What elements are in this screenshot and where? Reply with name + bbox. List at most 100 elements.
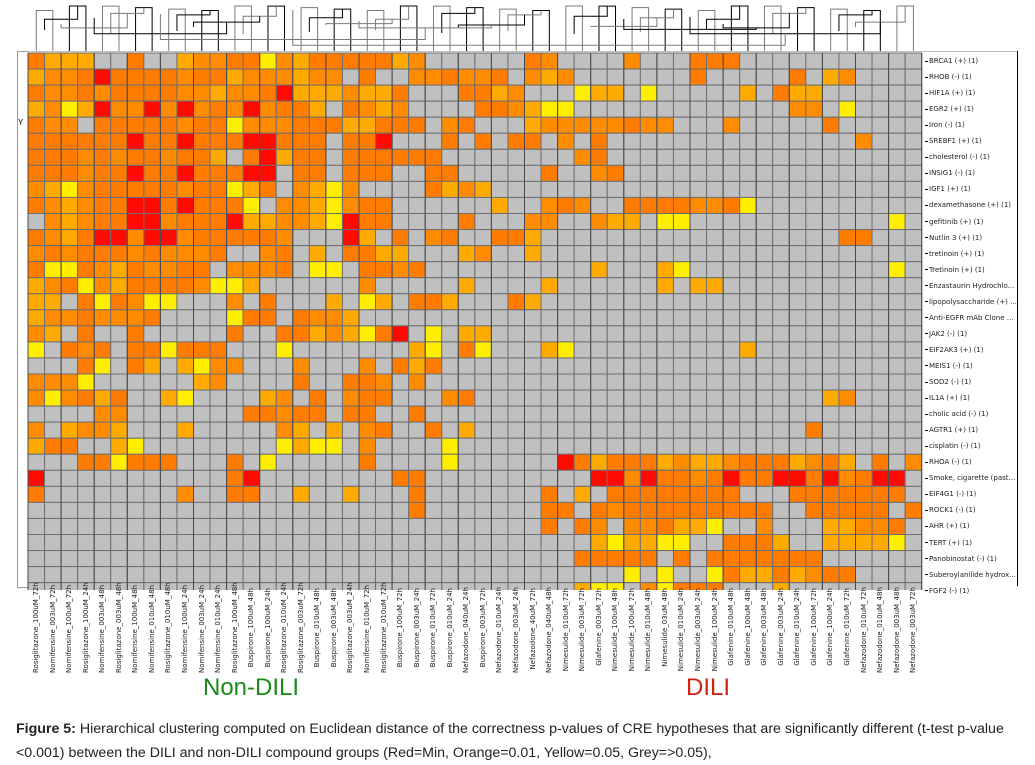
heatmap-cell [126, 148, 145, 166]
heatmap-cell [143, 148, 161, 166]
heatmap-cell [474, 116, 492, 134]
heatmap-cell [606, 132, 625, 150]
heatmap-cell [193, 566, 211, 584]
dendrogram-branch [830, 8, 848, 51]
heatmap-cell [176, 566, 194, 584]
heatmap-cell [408, 485, 426, 503]
heatmap-cell [60, 469, 79, 487]
heatmap-cell [143, 293, 161, 311]
heatmap-cell [341, 52, 360, 70]
heatmap-cell [44, 501, 62, 519]
heatmap-cell [656, 196, 674, 214]
dendrogram-branch [432, 5, 451, 51]
heatmap-cell [441, 245, 459, 263]
heatmap-cell [375, 582, 393, 590]
heatmap-cell [226, 453, 244, 471]
heatmap-cell [77, 534, 95, 552]
heatmap-cell [242, 245, 261, 263]
heatmap-cell [275, 566, 294, 584]
heatmap-cell [524, 405, 542, 423]
heatmap-cell [722, 196, 741, 214]
heatmap-cell [672, 389, 691, 407]
heatmap-cell [689, 517, 708, 536]
heatmap-cell [739, 164, 757, 182]
heatmap-cell [110, 566, 128, 584]
heatmap-cell [557, 534, 575, 552]
heatmap-cell [242, 534, 261, 552]
heatmap-cell [375, 164, 393, 182]
heatmap-cell [871, 309, 890, 327]
heatmap-cell [308, 501, 327, 519]
heatmap-cell [242, 132, 261, 150]
heatmap-cell [93, 148, 112, 166]
heatmap-cell [838, 277, 857, 295]
heatmap-cell [888, 164, 906, 182]
heatmap-cell [490, 261, 509, 279]
heatmap-cell [821, 389, 840, 407]
heatmap-cell [524, 293, 542, 311]
heatmap-cell [623, 517, 641, 536]
heatmap-cell [656, 437, 674, 455]
heatmap-cell [44, 469, 62, 487]
heatmap-cell [722, 293, 741, 311]
column-label: Nefazodone_010uM_48h [876, 587, 885, 673]
heatmap-cell [159, 68, 178, 86]
heatmap-cell [656, 485, 674, 503]
heatmap-cell [60, 68, 79, 86]
heatmap-cell [490, 373, 509, 391]
heatmap-cell [672, 196, 691, 214]
heatmap-cell [275, 469, 294, 487]
heatmap-cell [722, 213, 741, 231]
heatmap-cell [126, 229, 145, 247]
heatmap-cell [524, 453, 542, 471]
heatmap-cell [540, 293, 559, 311]
heatmap-cell [706, 566, 724, 584]
heatmap-cell [159, 132, 178, 150]
heatmap-cell [904, 132, 923, 150]
heatmap-cell [507, 566, 526, 584]
heatmap-cell [672, 68, 691, 86]
heatmap-cell [656, 550, 674, 568]
heatmap-cell [242, 453, 261, 471]
heatmap-cell [358, 261, 377, 279]
heatmap-cell [540, 582, 559, 590]
heatmap-cell [325, 453, 343, 471]
heatmap-cell [689, 325, 708, 343]
heatmap-cell [573, 100, 592, 118]
heatmap-cell [275, 309, 294, 327]
heatmap-cell [441, 293, 459, 311]
heatmap-cell [275, 421, 294, 439]
heatmap-cell [871, 245, 890, 263]
heatmap-cell [540, 534, 559, 552]
heatmap-cell [242, 148, 261, 166]
column-label: Buspirone_010uM_48h [313, 588, 322, 668]
heatmap-cell [524, 148, 542, 166]
heatmap-cell [126, 485, 145, 503]
heatmap-cell [176, 453, 194, 471]
heatmap-cell [77, 566, 95, 584]
heatmap-cell [524, 245, 542, 263]
heatmap-cell [689, 52, 708, 70]
heatmap-cell [656, 84, 674, 102]
heatmap-cell [292, 325, 310, 343]
heatmap-cell [805, 293, 823, 311]
heatmap-cell [110, 550, 128, 568]
heatmap-cell [441, 469, 459, 487]
heatmap-cell [656, 245, 674, 263]
heatmap-cell [507, 453, 526, 471]
heatmap-cell [871, 405, 890, 423]
heatmap-cell [126, 357, 145, 375]
heatmap-cell [27, 213, 46, 231]
heatmap-cell [60, 164, 79, 182]
dendrogram-branch [573, 6, 608, 34]
heatmap-cell [259, 582, 277, 590]
heatmap-cell [375, 148, 393, 166]
heatmap-cell [308, 421, 327, 439]
heatmap-cell [375, 517, 393, 536]
heatmap-cell [292, 164, 310, 182]
heatmap-cell [44, 341, 62, 359]
heatmap-cell [441, 196, 459, 214]
heatmap-cell [259, 501, 277, 519]
heatmap-cell [772, 405, 790, 423]
heatmap-cell [408, 164, 426, 182]
